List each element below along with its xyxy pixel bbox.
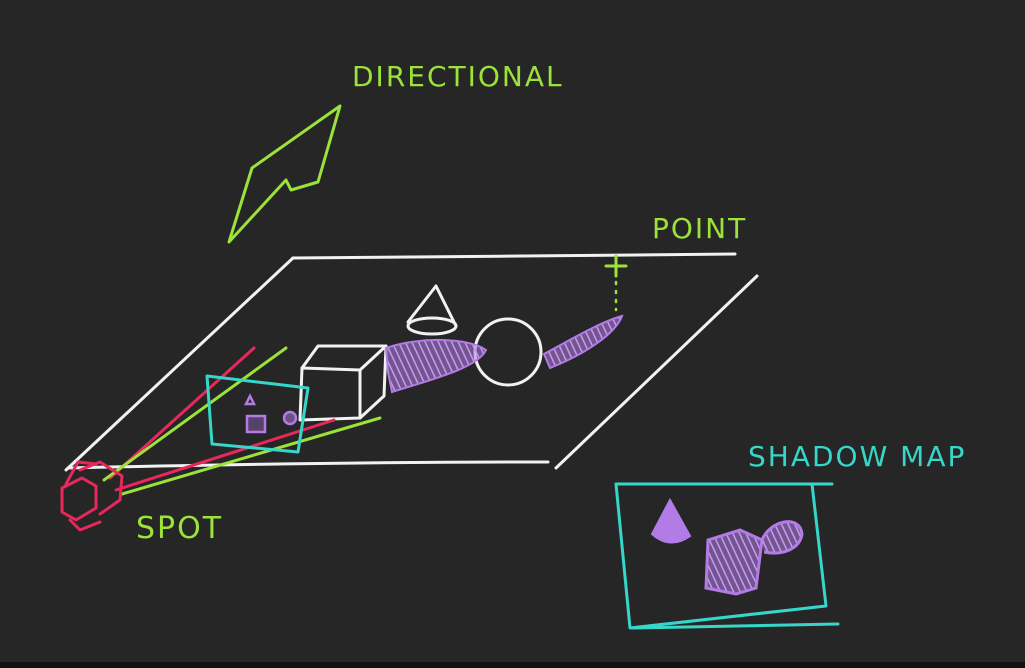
- spot-projected-objects: [243, 393, 298, 434]
- cast-shadows: [384, 314, 624, 394]
- directional-light: DIRECTIONAL: [227, 60, 564, 244]
- bottom-edge-bar: [0, 662, 1025, 668]
- ground-plane: [64, 252, 759, 472]
- plane-left-edge: [64, 256, 295, 472]
- point-light-icon: [604, 254, 628, 278]
- label-point: POINT: [652, 212, 747, 245]
- shadow-map: SHADOW MAP: [614, 440, 966, 630]
- spot-cone-green: [102, 346, 382, 496]
- plane-back-edge: [291, 252, 737, 260]
- depth-cone: [650, 497, 692, 544]
- plane-right-edge: [554, 274, 759, 470]
- plane-front-edge: [66, 460, 550, 470]
- depth-sphere: [760, 520, 804, 555]
- depth-cube: [704, 528, 764, 596]
- cube: [298, 344, 388, 422]
- directional-light-plane: [227, 104, 342, 244]
- sphere-shadow: [542, 314, 624, 370]
- cube-cone-shadow: [384, 338, 488, 394]
- spot-cone-red: [108, 346, 336, 492]
- shadow-map-bottom-edge: [630, 622, 840, 630]
- label-spot: SPOT: [136, 511, 223, 546]
- shadow-map-depth-objects: [650, 497, 804, 596]
- point-light: POINT: [604, 212, 747, 312]
- cone: [406, 284, 458, 336]
- spot-camera-icon: [60, 460, 124, 532]
- spot-light: SPOT: [60, 346, 382, 546]
- label-shadow-map: SHADOW MAP: [748, 440, 966, 473]
- spot-frustum-plane: [205, 374, 310, 454]
- label-directional: DIRECTIONAL: [352, 60, 564, 93]
- shadow-map-frame: [614, 482, 828, 630]
